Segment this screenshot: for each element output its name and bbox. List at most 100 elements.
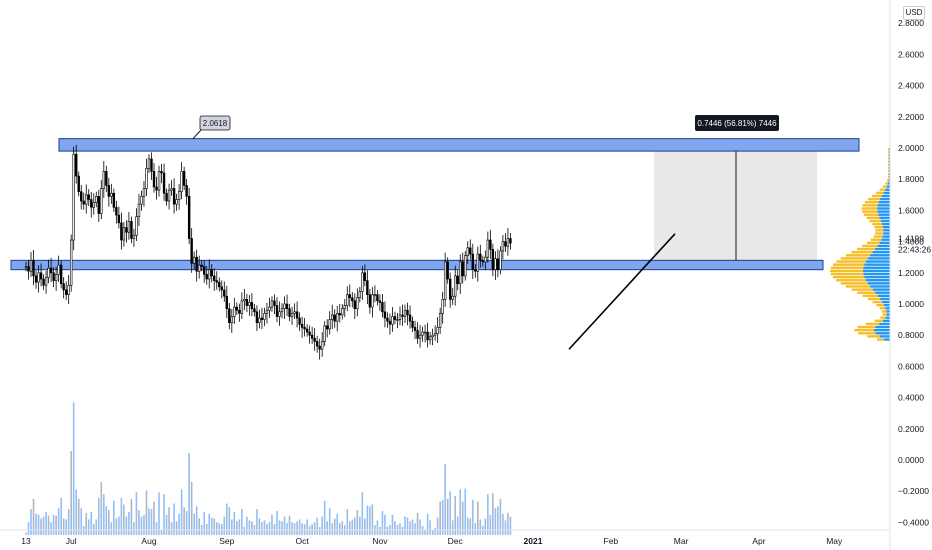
candle-body <box>461 261 464 277</box>
volume-bar <box>80 508 83 535</box>
volume-profile-bar <box>874 226 883 229</box>
candle-body <box>27 266 30 272</box>
candle-body <box>471 253 474 270</box>
volume-bar <box>286 523 288 535</box>
volume-bar <box>386 526 389 535</box>
volume-bar <box>466 517 469 535</box>
candle-body <box>145 167 148 189</box>
candle-body <box>130 221 133 239</box>
volume-bar <box>356 510 359 535</box>
candle-body <box>331 314 334 320</box>
volume-bar <box>27 522 30 535</box>
volume-profile-bar <box>863 272 890 276</box>
volume-bar <box>133 522 135 535</box>
candle-body <box>203 266 206 275</box>
x-tick-label: Nov <box>372 536 388 546</box>
y-tick-label: 1.6000 <box>898 205 924 215</box>
volume-bar <box>479 519 482 535</box>
volume-bar <box>348 521 351 535</box>
candle-body <box>396 319 399 321</box>
candle-body <box>225 295 228 309</box>
volume-bar <box>241 509 243 535</box>
volume-bar <box>220 524 223 535</box>
volume-bar <box>459 489 462 535</box>
volume-bar <box>158 492 160 535</box>
volume-profile-bar <box>886 313 890 316</box>
candle-body <box>388 320 392 325</box>
x-tick-label: 13 <box>21 536 31 546</box>
volume-bar <box>65 519 67 535</box>
candle-body <box>313 338 316 342</box>
candle-body <box>44 277 48 286</box>
candle-body <box>268 306 271 311</box>
volume-profile-bar <box>868 197 881 201</box>
candle-body <box>358 291 362 299</box>
candle-body <box>248 302 251 306</box>
candle-body <box>100 188 103 214</box>
volume-bar <box>431 529 434 535</box>
candle-body <box>208 269 211 280</box>
candle-body <box>501 241 505 252</box>
volume-profile-bar <box>856 247 876 251</box>
candle-body <box>160 171 163 174</box>
candle-body <box>120 222 123 241</box>
volume-bar <box>60 497 62 535</box>
candle-body <box>356 297 359 309</box>
volume-profile-bar <box>866 241 880 244</box>
candle-body <box>223 289 226 297</box>
volume-bar <box>165 514 168 535</box>
volume-bar <box>52 514 55 535</box>
x-tick-label: Feb <box>604 536 619 546</box>
candle-body <box>95 196 98 203</box>
candle-body <box>285 303 289 309</box>
volume-profile-bar <box>880 297 890 301</box>
volume-bar <box>394 521 396 535</box>
volume-bar <box>135 492 138 535</box>
volume-bar <box>50 522 52 535</box>
candle-body <box>205 274 208 280</box>
volume-bar <box>439 501 441 535</box>
volume-bar <box>170 522 173 535</box>
candle-body <box>238 309 241 314</box>
candle-body <box>152 171 156 188</box>
candle-body <box>75 153 78 177</box>
x-tick-label: Sep <box>219 536 234 546</box>
volume-profile-bar <box>878 213 890 216</box>
candle-body <box>273 300 276 306</box>
candle-body <box>197 264 201 272</box>
volume-profile-bar <box>872 288 890 291</box>
high-label-pointer <box>192 129 202 139</box>
candle-body <box>489 239 492 250</box>
candle-body <box>47 267 50 278</box>
volume-bar <box>364 518 366 535</box>
candle-body <box>64 289 68 295</box>
candle-body <box>494 258 497 270</box>
volume-profile-bar <box>830 266 864 269</box>
candles-layer <box>24 144 512 360</box>
currency-badge[interactable]: USD <box>903 6 925 20</box>
volume-bar <box>47 515 50 535</box>
volume-bar <box>441 499 444 535</box>
volume-bar <box>333 518 336 535</box>
volume-bar <box>436 517 439 535</box>
candle-body <box>298 317 301 325</box>
candle-body <box>233 306 236 317</box>
candle-body <box>39 272 43 280</box>
volume-bar <box>100 481 103 535</box>
volume-bar <box>55 515 57 535</box>
volume-bar <box>40 518 42 535</box>
volume-bar <box>497 506 499 535</box>
candle-body <box>258 317 261 324</box>
volume-bar <box>108 510 110 535</box>
volume-bar <box>62 518 65 535</box>
volume-bar <box>150 509 153 535</box>
volume-profile-bar <box>883 304 890 307</box>
candle-body <box>443 261 447 300</box>
candle-body <box>303 327 306 330</box>
volume-profile-bar <box>867 282 890 285</box>
candle-body <box>499 250 502 270</box>
volume-bar <box>449 491 451 535</box>
volume-profile-bar <box>888 163 890 166</box>
candle-body <box>436 327 439 334</box>
